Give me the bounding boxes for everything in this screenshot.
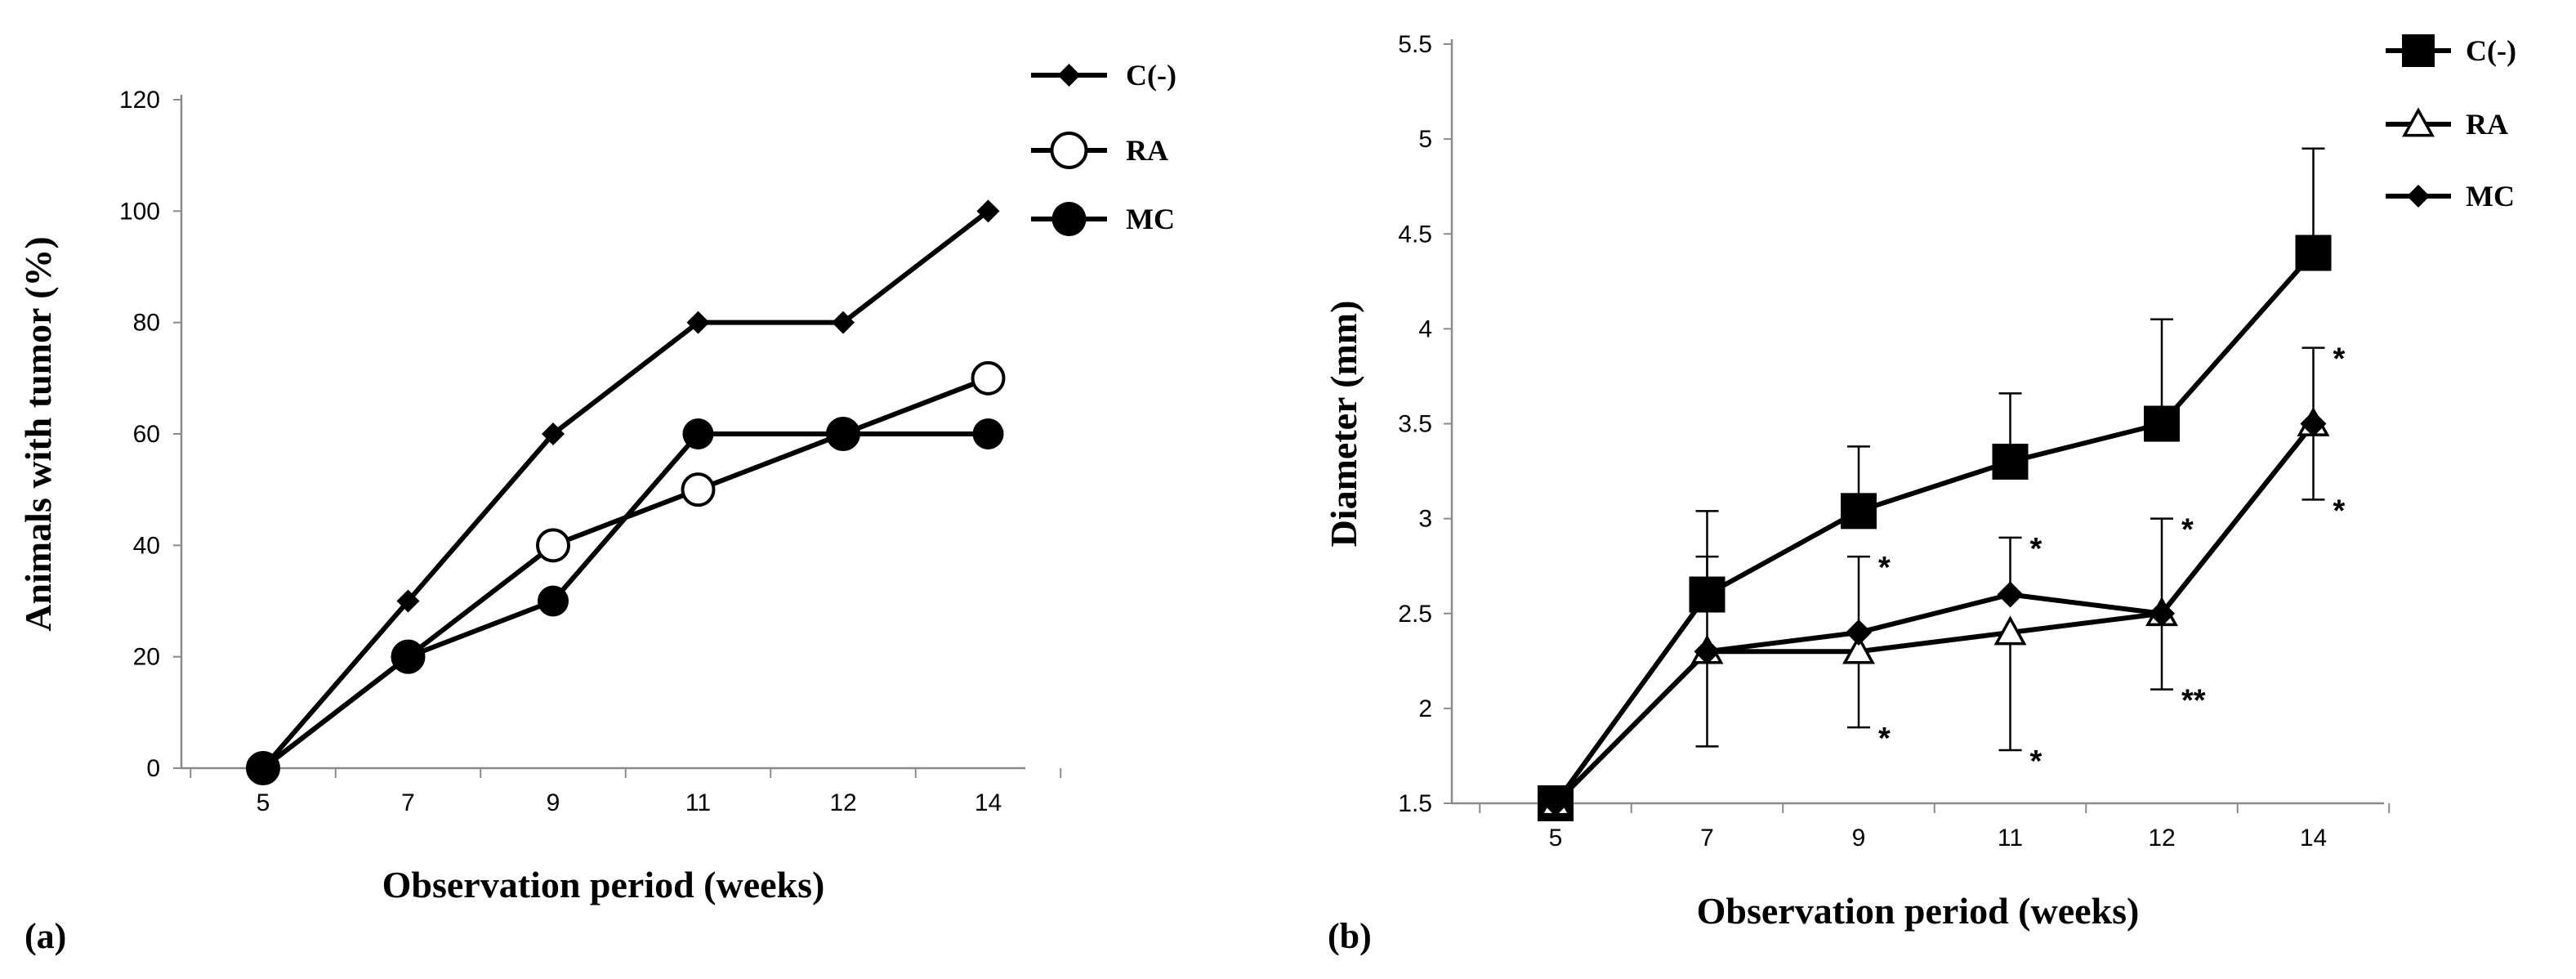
panel-b-point-ra (1993, 615, 2027, 646)
panel-a-point-mc (248, 753, 279, 784)
panel-b-x-tick-label: 12 (2148, 825, 2175, 852)
panel-a-point-c (542, 422, 565, 445)
panel-a-legend-marker-c (1057, 64, 1081, 87)
panel-b-y-tick-label: 2 (1418, 695, 1432, 722)
panel-b-point-c (1841, 493, 1877, 530)
panel-a-y-axis-label: Animals with tumor (%) (17, 236, 59, 631)
panel-a-point-mc (682, 418, 714, 449)
panel-a-x-tick-label: 9 (547, 789, 560, 816)
panel-b-point-c (1992, 443, 2029, 480)
panel-a-chart: 0 20 40 60 80 100 120 5 7 9 11 12 14 Observation peri… (17, 59, 1176, 956)
panel-a-point-mc (392, 641, 424, 673)
panel-b-label: (b) (1328, 916, 1372, 956)
panel-b-significance-mark: * (2333, 342, 2346, 377)
panel-b-y-tick-label: 2.5 (1398, 601, 1432, 628)
panel-b-x-tick-label: 7 (1700, 825, 1714, 852)
panel-b-legend-marker-mc (2407, 185, 2430, 208)
panel-a-x-tick-label: 11 (685, 789, 711, 816)
panel-b-legend-marker-ra (2402, 107, 2435, 137)
panel-a-legend-marker-mc (1051, 202, 1087, 236)
panel-b-significance-mark: * (2030, 744, 2042, 779)
panel-a-legend-label-c: C(-) (1126, 59, 1176, 92)
panel-b-x-tick-label: 14 (2300, 825, 2327, 852)
panel-a-series-line-c (261, 208, 990, 770)
panel-a-x-axis-label: Observation period (weeks) (382, 864, 825, 905)
panel-b-significance-mark: * (2181, 513, 2194, 548)
panel-a-point-mc (972, 418, 1004, 449)
panel-a-x-tick-label: 7 (401, 789, 415, 816)
panel-b-significance-mark: * (1878, 551, 1891, 585)
panel-b-point-ra (1842, 634, 1875, 664)
panel-b-y-tick-label: 5.5 (1398, 31, 1432, 58)
panel-b-point-c (2295, 235, 2332, 271)
panel-b-point-mc (1542, 790, 1569, 816)
panel-b-y-tick-label: 4.5 (1398, 221, 1432, 248)
panel-b-legend-label-ra: RA (2466, 108, 2508, 141)
panel-b-chart: 1.5 2 2.5 3 3.5 4 4.5 5 5.5 5 7 9 11 12 14 Observation … (1323, 31, 2516, 956)
panel-b-x-tick-label: 5 (1549, 825, 1563, 852)
panel-b-significance-mark: * (2333, 494, 2346, 528)
panel-b-y-tick-label: 3 (1418, 506, 1432, 533)
panel-a-series-line-mc (261, 431, 989, 771)
panel-a-y-tick-label: 80 (133, 310, 160, 337)
panel-b-series-line-mc (1553, 422, 2315, 806)
panel-a-legend-label-ra: RA (1126, 134, 1168, 167)
panel-a-point-c (686, 311, 710, 334)
panel-b-legend-marker-c (2402, 34, 2435, 67)
panel-a-point-mc (538, 585, 569, 617)
panel-b-point-mc (2300, 410, 2327, 437)
panel-a-y-tick-label: 20 (133, 644, 160, 671)
panel-b-point-c (1689, 576, 1726, 613)
panel-b-y-tick-label: 3.5 (1398, 411, 1432, 438)
panel-a-y-tick-label: 40 (133, 532, 160, 559)
panel-b-point-mc (1846, 619, 1872, 646)
panel-a-point-ra (681, 472, 716, 507)
panel-a-point-mc (828, 418, 859, 449)
panel-a-point-ra (971, 360, 1006, 396)
panel-a-x-tick-label: 14 (975, 789, 1002, 816)
panel-a-point-c (976, 199, 1000, 223)
panel-a-x-tick-label: 5 (257, 789, 270, 816)
panel-a-legend-marker-ra (1050, 132, 1088, 169)
panel-a-point-c (832, 311, 855, 334)
panel-b-significance-mark: * (1878, 722, 1891, 756)
panel-b-y-tick-label: 1.5 (1398, 790, 1432, 817)
panel-a-label: (a) (25, 916, 66, 956)
panel-b-series-line-c (1553, 251, 2315, 805)
panel-b-significance-mark: ** (2181, 684, 2206, 718)
panel-b-x-tick-label: 11 (1998, 825, 2023, 852)
panel-a-y-tick-label: 120 (119, 87, 160, 114)
panel-b-point-mc (1997, 581, 2024, 608)
panel-b-significance-mark: * (2030, 532, 2042, 566)
panel-a-series-line-ra (261, 376, 989, 771)
panel-b-legend-label-mc: MC (2466, 180, 2515, 212)
panel-b-y-tick-label: 4 (1418, 315, 1432, 342)
panel-b-legend-label-c: C(-) (2466, 34, 2516, 67)
panel-b-x-tick-label: 9 (1852, 825, 1866, 852)
panel-a-x-tick-label: 12 (829, 789, 856, 816)
panel-b-y-tick-label: 5 (1418, 126, 1432, 153)
panel-a-y-tick-label: 60 (133, 421, 160, 448)
panel-a-point-ra (536, 528, 570, 563)
panel-b-y-axis-label: Diameter (mm) (1323, 301, 1364, 548)
panel-a-y-tick-label: 0 (146, 755, 160, 782)
panel-b-point-mc (1694, 638, 1721, 665)
panel-b-point-c (2144, 405, 2180, 442)
panel-a-legend-label-mc: MC (1126, 203, 1175, 235)
panel-b-x-axis-label: Observation period (weeks) (1697, 890, 2140, 932)
panel-b-point-mc (2149, 600, 2175, 627)
panel-a-point-c (396, 589, 420, 613)
panel-a-y-tick-label: 100 (119, 198, 160, 225)
